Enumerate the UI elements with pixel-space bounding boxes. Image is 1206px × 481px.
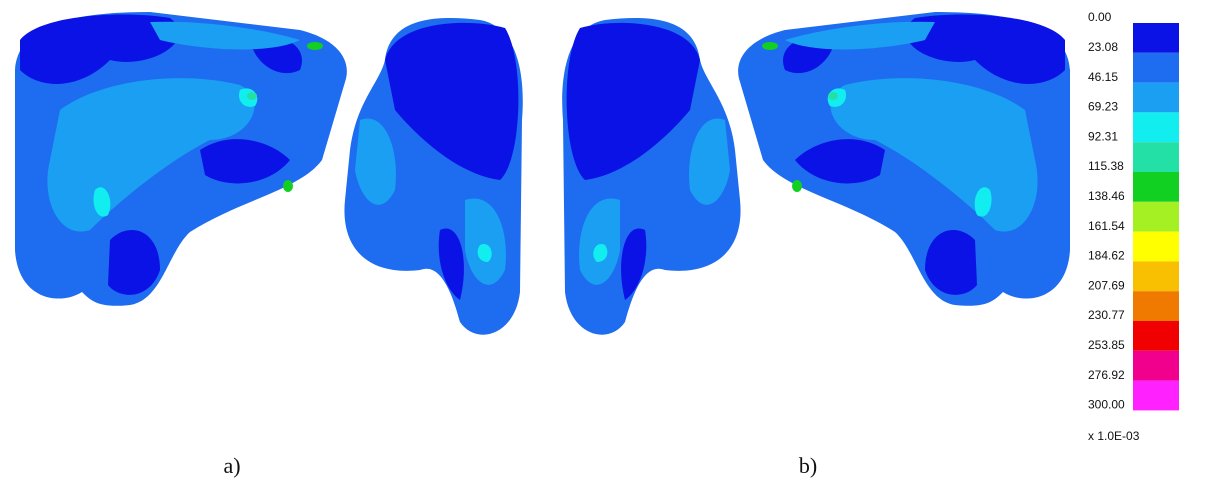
legend-tick-label: 23.08 xyxy=(1088,40,1118,54)
legend-tick-label: 69.23 xyxy=(1088,100,1118,114)
legend-swatch xyxy=(1133,53,1179,83)
legend-tick-label: 300.00 xyxy=(1088,398,1125,412)
panel-b-model xyxy=(562,12,1070,335)
legend-swatch xyxy=(1133,232,1179,262)
panel-a-model xyxy=(15,12,523,335)
panel-label: a) xyxy=(223,453,240,478)
legend-swatch xyxy=(1133,351,1179,381)
legend-tick-label: 138.46 xyxy=(1088,189,1125,203)
legend-swatch xyxy=(1133,321,1179,351)
legend-tick-label: 276.92 xyxy=(1088,368,1125,382)
legend-tick-label: 253.85 xyxy=(1088,338,1125,352)
legend-swatch xyxy=(1133,142,1179,172)
legend-tick-label: 184.62 xyxy=(1088,249,1125,263)
legend-swatch xyxy=(1133,83,1179,113)
legend-tick-label: 46.15 xyxy=(1088,70,1118,84)
legend-swatch xyxy=(1133,291,1179,321)
color-legend: 0.00 23.08 46.15 69.23 92.31 115.38 138.46 161.… xyxy=(1088,10,1179,411)
legend-tick-label: 230.77 xyxy=(1088,308,1125,322)
legend-tick-label: 161.54 xyxy=(1088,219,1125,233)
legend-swatch xyxy=(1133,23,1179,53)
legend-tick-label: 115.38 xyxy=(1088,159,1124,173)
legend-scale: x 1.0E-03 xyxy=(1088,429,1140,443)
legend-swatch xyxy=(1133,261,1179,291)
legend-tick-label: 207.69 xyxy=(1088,278,1125,292)
panel-label: b) xyxy=(799,453,817,478)
legend-tick-label: 0.00 xyxy=(1088,10,1112,24)
legend-swatch xyxy=(1133,202,1179,232)
legend-swatch xyxy=(1133,112,1179,142)
legend-swatch xyxy=(1133,381,1179,411)
legend-swatch xyxy=(1133,172,1179,202)
legend-tick-label: 92.31 xyxy=(1088,129,1118,143)
figure: a) b) 0.00 23.08 46.15 69.23 92.31 115.38 138.… xyxy=(0,0,1206,481)
